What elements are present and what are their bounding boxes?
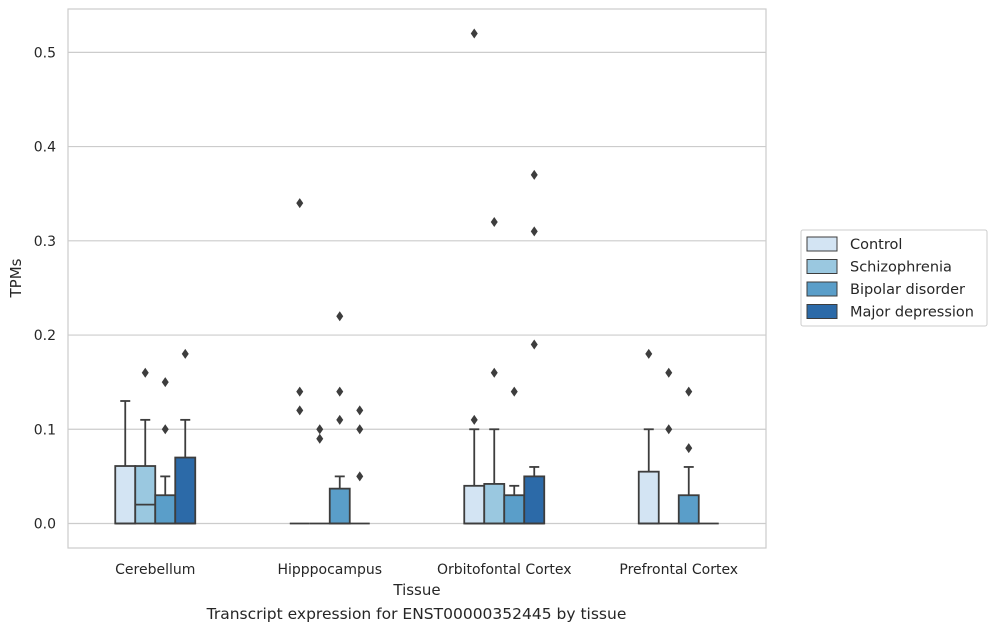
category-group — [114, 348, 197, 525]
category-group — [637, 348, 719, 525]
outlier-point — [161, 424, 169, 435]
legend-entry: Major depression — [850, 305, 974, 321]
box — [309, 424, 330, 525]
outlier-point — [530, 339, 538, 350]
legend-entry: Bipolar disorder — [850, 282, 965, 298]
outlier-point — [685, 443, 693, 454]
box — [134, 367, 157, 525]
outlier-point — [645, 348, 653, 359]
outlier-point — [296, 198, 304, 209]
y-tick-label: 0.4 — [34, 140, 56, 156]
box — [483, 216, 506, 525]
outlier-point — [161, 377, 169, 388]
category-group — [463, 28, 546, 525]
box-body — [114, 465, 137, 525]
outlier-point — [470, 28, 478, 39]
legend-entry: Schizophrenia — [850, 260, 952, 276]
box-body — [328, 487, 351, 525]
y-tick-label: 0.2 — [34, 328, 56, 344]
outlier-point — [296, 405, 304, 416]
box — [114, 400, 137, 525]
box — [463, 28, 486, 525]
outlier-point — [316, 433, 324, 444]
x-tick-label: Cerebellum — [115, 562, 195, 578]
outlier-point — [530, 226, 538, 237]
box — [523, 169, 546, 525]
outlier-point — [181, 348, 189, 359]
outlier-point — [665, 367, 673, 378]
box — [503, 386, 526, 525]
y-tick-label: 0.3 — [34, 234, 56, 250]
outlier-point — [356, 424, 364, 435]
outlier-point — [685, 386, 693, 397]
box-body — [154, 494, 177, 525]
box — [154, 377, 177, 525]
box — [174, 348, 197, 525]
box — [637, 348, 660, 525]
legend: Control Schizophrenia Bipolar disorder Majo… — [800, 229, 988, 327]
y-tick-labels: 0.0 0.1 0.2 0.3 0.4 0.5 — [34, 45, 56, 532]
outlier-point — [530, 169, 538, 180]
box-groups — [114, 28, 719, 525]
outlier-point — [490, 367, 498, 378]
outlier-point — [490, 216, 498, 227]
outlier-point — [336, 311, 344, 322]
outlier-point — [316, 424, 324, 435]
outlier-point — [336, 386, 344, 397]
outlier-point — [356, 471, 364, 482]
legend-swatch — [806, 281, 838, 297]
box-body — [503, 494, 526, 525]
box-body — [523, 475, 546, 525]
box-body — [677, 494, 700, 525]
legend-swatch — [806, 304, 838, 319]
box — [349, 405, 370, 525]
x-tick-label: Hipppocampus — [277, 562, 382, 578]
box-body — [483, 483, 506, 525]
outlier-point — [665, 424, 673, 435]
box — [677, 386, 700, 525]
x-tick-label: Orbitofontal Cortex — [437, 562, 572, 578]
box — [658, 367, 679, 525]
outlier-point — [356, 405, 364, 416]
category-group — [289, 198, 370, 525]
plot-frame — [67, 8, 767, 549]
box-body — [134, 465, 157, 525]
outlier-point — [336, 414, 344, 425]
box — [328, 311, 351, 525]
y-tick-label: 0.1 — [34, 422, 56, 438]
x-tick-label: Prefrontal Cortex — [619, 562, 738, 578]
box-body — [463, 484, 486, 525]
x-tick-labels: Cerebellum Hipppocampus Orbitofontal Corte… — [115, 562, 738, 578]
outlier-point — [296, 386, 304, 397]
box — [289, 198, 310, 525]
outlier-point — [470, 414, 478, 425]
y-axis-label: TPMs — [7, 258, 25, 298]
box-body — [637, 470, 660, 525]
y-tick-label: 0.5 — [34, 45, 56, 61]
outlier-point — [141, 367, 149, 378]
gridlines — [68, 51, 766, 525]
legend-entry: Control — [850, 237, 902, 253]
legend-frame — [800, 229, 988, 327]
outlier-point — [510, 386, 518, 397]
figure-caption: Transcript expression for ENST0000035244… — [206, 605, 627, 623]
box-body — [174, 456, 197, 525]
legend-swatch — [806, 236, 838, 252]
y-tick-label: 0.0 — [34, 517, 56, 533]
legend-swatch — [806, 259, 838, 274]
x-axis-label: Tissue — [392, 581, 440, 599]
